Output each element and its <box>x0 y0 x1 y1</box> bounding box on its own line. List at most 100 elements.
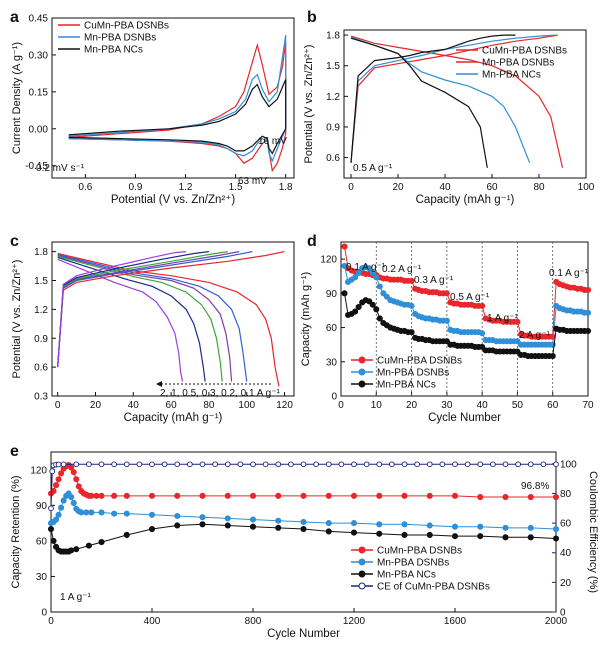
annotation: 0.3 A g⁻¹ <box>414 275 454 286</box>
data-point <box>174 522 181 529</box>
x-tick-label: 50 <box>512 400 524 411</box>
data-point <box>502 534 509 541</box>
data-point <box>527 493 534 501</box>
y-tick-label: 1.5 <box>34 276 48 287</box>
y-tick-label: 120 <box>320 255 337 266</box>
series-line <box>68 35 287 163</box>
x-tick-label: 10 <box>371 400 383 411</box>
data-point <box>300 492 307 499</box>
data-point <box>479 302 486 309</box>
panel-a: a 0.6 0.9 1.2 1.5 1.8 -0.15 0.00 0.15 0.30 0.45 Pot… <box>10 9 295 206</box>
data-point <box>439 461 446 468</box>
x-tick-label: 1200 <box>343 616 366 627</box>
legend-swatch-marker <box>358 380 366 388</box>
data-point <box>443 290 450 297</box>
y-tick-label: 1.2 <box>326 92 340 103</box>
data-point <box>373 274 380 281</box>
data-point <box>70 499 77 507</box>
y2-tick-label: 20 <box>560 578 572 589</box>
data-point <box>490 461 496 468</box>
series-line <box>350 35 564 168</box>
panel-letter: a <box>10 9 19 26</box>
data-point <box>249 516 257 523</box>
series-line <box>350 34 516 163</box>
annotation: 63 mV <box>238 176 267 187</box>
panel-e: e0 400 800 1200 1600 200003060901200204060801… <box>10 443 599 640</box>
legend-swatch-marker <box>358 368 366 376</box>
y-tick-label: 1.2 <box>34 305 48 316</box>
data-point <box>464 461 471 468</box>
data-point <box>111 510 118 517</box>
plot-frame <box>340 241 589 397</box>
y-tick-label: 0.00 <box>29 124 49 135</box>
data-point <box>50 488 57 495</box>
data-point <box>275 524 282 531</box>
data-point <box>68 464 75 471</box>
legend-label: CuMn-PBA DSNBs <box>482 46 567 57</box>
data-point <box>325 520 332 527</box>
x-tick-label: 0 <box>338 400 344 411</box>
data-point <box>48 505 54 512</box>
data-point <box>300 518 307 525</box>
annotation: 0.5 A g⁻¹ <box>353 163 393 174</box>
data-point <box>477 523 484 530</box>
x-tick-label: 80 <box>533 182 545 193</box>
data-point <box>376 492 383 499</box>
plot-frame <box>343 29 587 179</box>
data-point <box>313 461 319 468</box>
data-point <box>49 468 56 475</box>
data-point <box>479 343 486 350</box>
data-point <box>55 461 62 468</box>
data-point <box>275 461 282 468</box>
data-point <box>366 298 373 305</box>
y-axis-label: Capacity (mAh g⁻¹) <box>300 272 312 366</box>
data-point <box>376 283 383 290</box>
data-point <box>451 533 459 540</box>
plot-frame <box>51 241 295 397</box>
data-point <box>88 492 95 499</box>
data-point <box>514 338 521 345</box>
x-axis-label: Cycle Number <box>267 628 340 640</box>
panel-b: b 0 20 40 60 80 100 0.6 0.9 1.2 1.5 1.8 Capacity (mA… <box>303 9 595 206</box>
data-point <box>224 515 231 522</box>
data-point <box>249 492 257 499</box>
legend-label: CuMn-PBA DSNBs <box>377 356 462 367</box>
data-point <box>451 523 459 530</box>
x-axis-label: Capacity (mAh g⁻¹) <box>124 412 223 424</box>
data-point <box>355 269 362 276</box>
y-tick-label: 30 <box>36 572 48 583</box>
data-point <box>373 306 380 313</box>
x-tick-label: 80 <box>203 400 215 411</box>
series-line <box>350 37 488 168</box>
series-line <box>57 254 233 382</box>
x-tick-label: 0 <box>348 182 354 193</box>
data-point <box>148 525 156 533</box>
data-point <box>60 497 67 504</box>
series-line <box>57 255 223 382</box>
data-point <box>199 461 206 468</box>
data-point <box>78 509 85 516</box>
data-point <box>73 461 80 468</box>
legend-swatch-marker <box>358 558 366 566</box>
y2-axis-label: Coulombic Efficiency (%) <box>587 471 599 593</box>
data-point <box>350 492 358 499</box>
data-point <box>73 546 80 553</box>
data-point <box>352 308 359 315</box>
data-point <box>123 510 130 517</box>
data-point <box>426 492 433 499</box>
data-point <box>174 492 181 499</box>
data-point <box>50 537 57 544</box>
data-point <box>149 461 155 468</box>
data-point <box>477 533 484 540</box>
data-point <box>369 269 376 276</box>
data-point <box>68 493 75 501</box>
data-point <box>408 277 415 284</box>
x-tick-label: 1.8 <box>279 182 293 193</box>
y2-tick-label: 100 <box>560 459 577 470</box>
data-point <box>325 492 332 499</box>
x-axis-label: Capacity (mAh g⁻¹) <box>416 194 515 206</box>
y-tick-label: 1.5 <box>326 61 340 72</box>
series-line <box>57 258 184 382</box>
data-point <box>325 461 332 468</box>
